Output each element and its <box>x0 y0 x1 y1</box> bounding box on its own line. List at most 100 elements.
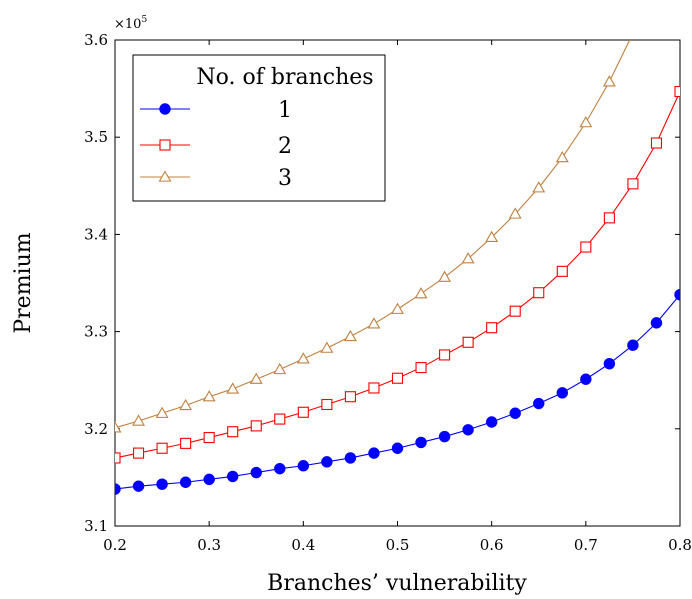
legend-marker <box>159 103 171 115</box>
x-tick-label: 0.6 <box>480 536 504 554</box>
series-3-point-marker <box>602 75 616 87</box>
series-1-point-marker <box>227 470 239 483</box>
series-3-point-marker <box>202 390 216 402</box>
legend-entry-2: 2 <box>140 134 292 159</box>
series-layer <box>115 28 680 495</box>
series-2-point-marker <box>344 391 356 403</box>
series-3-point-marker <box>508 207 522 219</box>
y-tick-label: 3.5 <box>84 128 108 146</box>
series-3-point-marker <box>579 116 593 128</box>
series-1-point-marker <box>115 483 121 495</box>
series-2-point-marker <box>603 212 615 224</box>
x-tick-label: 0.7 <box>574 536 598 554</box>
series-3-point-marker <box>179 398 193 411</box>
series-1-point-marker <box>368 447 380 459</box>
legend-entry-1: 1 <box>140 98 292 123</box>
series-1-point-marker <box>321 456 333 468</box>
series-2-point-marker <box>650 137 663 149</box>
series-2-point-marker <box>132 447 145 459</box>
series-2-point-marker <box>156 442 168 454</box>
series-3-point-marker <box>485 230 499 242</box>
series-2-point-marker <box>486 322 498 334</box>
series-3-point-marker <box>155 406 169 418</box>
x-tick-label: 0.3 <box>197 536 221 554</box>
series-1-point-marker <box>580 373 592 385</box>
series-1-point-marker <box>627 339 639 351</box>
series-2-point-marker <box>556 265 568 277</box>
x-tick-label: 0.5 <box>386 536 410 554</box>
legend-label: 3 <box>278 166 292 191</box>
series-1-point-marker <box>297 460 310 472</box>
series-1-point-marker <box>391 442 404 454</box>
series-3-point-marker <box>343 329 357 342</box>
series-1-point-marker <box>344 452 357 464</box>
series-2-point-marker <box>203 431 215 444</box>
series-3-point-marker <box>627 28 638 38</box>
series-2 <box>115 85 680 464</box>
series-3-point-marker <box>132 414 145 426</box>
series-3-point-marker <box>438 270 452 282</box>
y-tick-label: 3.4 <box>84 225 108 243</box>
series-1-point-marker <box>179 476 192 488</box>
legend-entry-3: 3 <box>140 166 292 191</box>
series-1-point-marker <box>438 430 451 443</box>
series-3-point-marker <box>461 252 475 264</box>
series-1-point-marker <box>132 480 145 492</box>
series-3 <box>115 28 638 433</box>
y-tick-label: 3.6 <box>84 31 108 49</box>
series-2-point-marker <box>368 382 380 394</box>
series-3-point-marker <box>226 382 240 394</box>
legend: No. of branches 1 2 3 <box>132 54 386 202</box>
series-1-point-marker <box>415 436 427 449</box>
x-tick-label: 0.2 <box>103 536 127 554</box>
series-3-point-marker <box>115 421 122 433</box>
series-2-point-marker <box>115 452 121 464</box>
series-1-point-marker <box>485 416 498 428</box>
x-tick-label: 0.4 <box>291 536 315 554</box>
series-2-point-marker <box>415 362 427 374</box>
legend-label: 1 <box>278 98 292 123</box>
y-tick-label: 3.3 <box>84 323 108 341</box>
series-2-point-marker <box>180 437 192 449</box>
series-3-point-marker <box>273 362 287 375</box>
series-3-point-marker <box>391 302 404 314</box>
series-2-point-marker <box>250 420 262 432</box>
series-2-point-marker <box>297 406 309 418</box>
series-1-point-marker <box>650 317 663 329</box>
series-1-point-marker <box>556 387 568 399</box>
series-2-point-marker <box>391 372 404 384</box>
series-3-point-marker <box>249 372 263 384</box>
legend-marker <box>159 139 171 151</box>
series-3-point-marker <box>367 317 381 329</box>
series-1-point-marker <box>203 473 215 486</box>
y-axis-label: Premium <box>11 232 36 333</box>
series-3-point-marker <box>296 352 310 364</box>
series-2-point-marker <box>462 336 474 348</box>
x-axis-label: Branches’ vulnerability <box>267 571 527 596</box>
series-2-point-marker <box>439 349 451 361</box>
axis-ticks: 0.2 0.3 0.4 0.5 0.6 0.7 0.8 3.1 3.2 3.3 3.4 3.5 3.6 <box>84 31 692 554</box>
legend-label: 2 <box>278 134 292 159</box>
series-3-point-marker <box>555 151 569 163</box>
series-2-point-marker <box>674 85 680 98</box>
series-1-point-marker <box>509 407 521 419</box>
legend-title: No. of branches <box>196 65 373 90</box>
series-1-line <box>115 294 680 490</box>
series-2-point-marker <box>533 287 545 299</box>
series-1-point-marker <box>156 478 168 490</box>
series-3-point-marker <box>532 181 546 193</box>
legend-marker <box>158 170 172 182</box>
series-1-point-marker <box>533 397 545 410</box>
y-tick-label: 3.1 <box>84 517 108 535</box>
series-2-point-marker <box>580 241 592 253</box>
series-2-point-marker <box>227 426 239 438</box>
x-tick-label: 0.8 <box>668 536 692 554</box>
series-1 <box>115 288 680 495</box>
series-2-point-marker <box>274 413 286 425</box>
series-2-point-marker <box>321 398 333 411</box>
y-tick-label: 3.2 <box>84 420 108 438</box>
series-1-point-marker <box>674 288 680 301</box>
y-multiplier: ×105 <box>114 15 147 32</box>
series-1-point-marker <box>274 462 286 475</box>
